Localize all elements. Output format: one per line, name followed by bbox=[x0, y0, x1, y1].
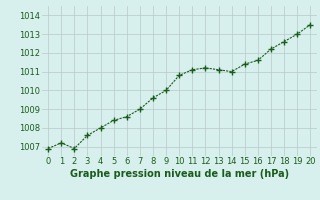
X-axis label: Graphe pression niveau de la mer (hPa): Graphe pression niveau de la mer (hPa) bbox=[70, 169, 289, 179]
